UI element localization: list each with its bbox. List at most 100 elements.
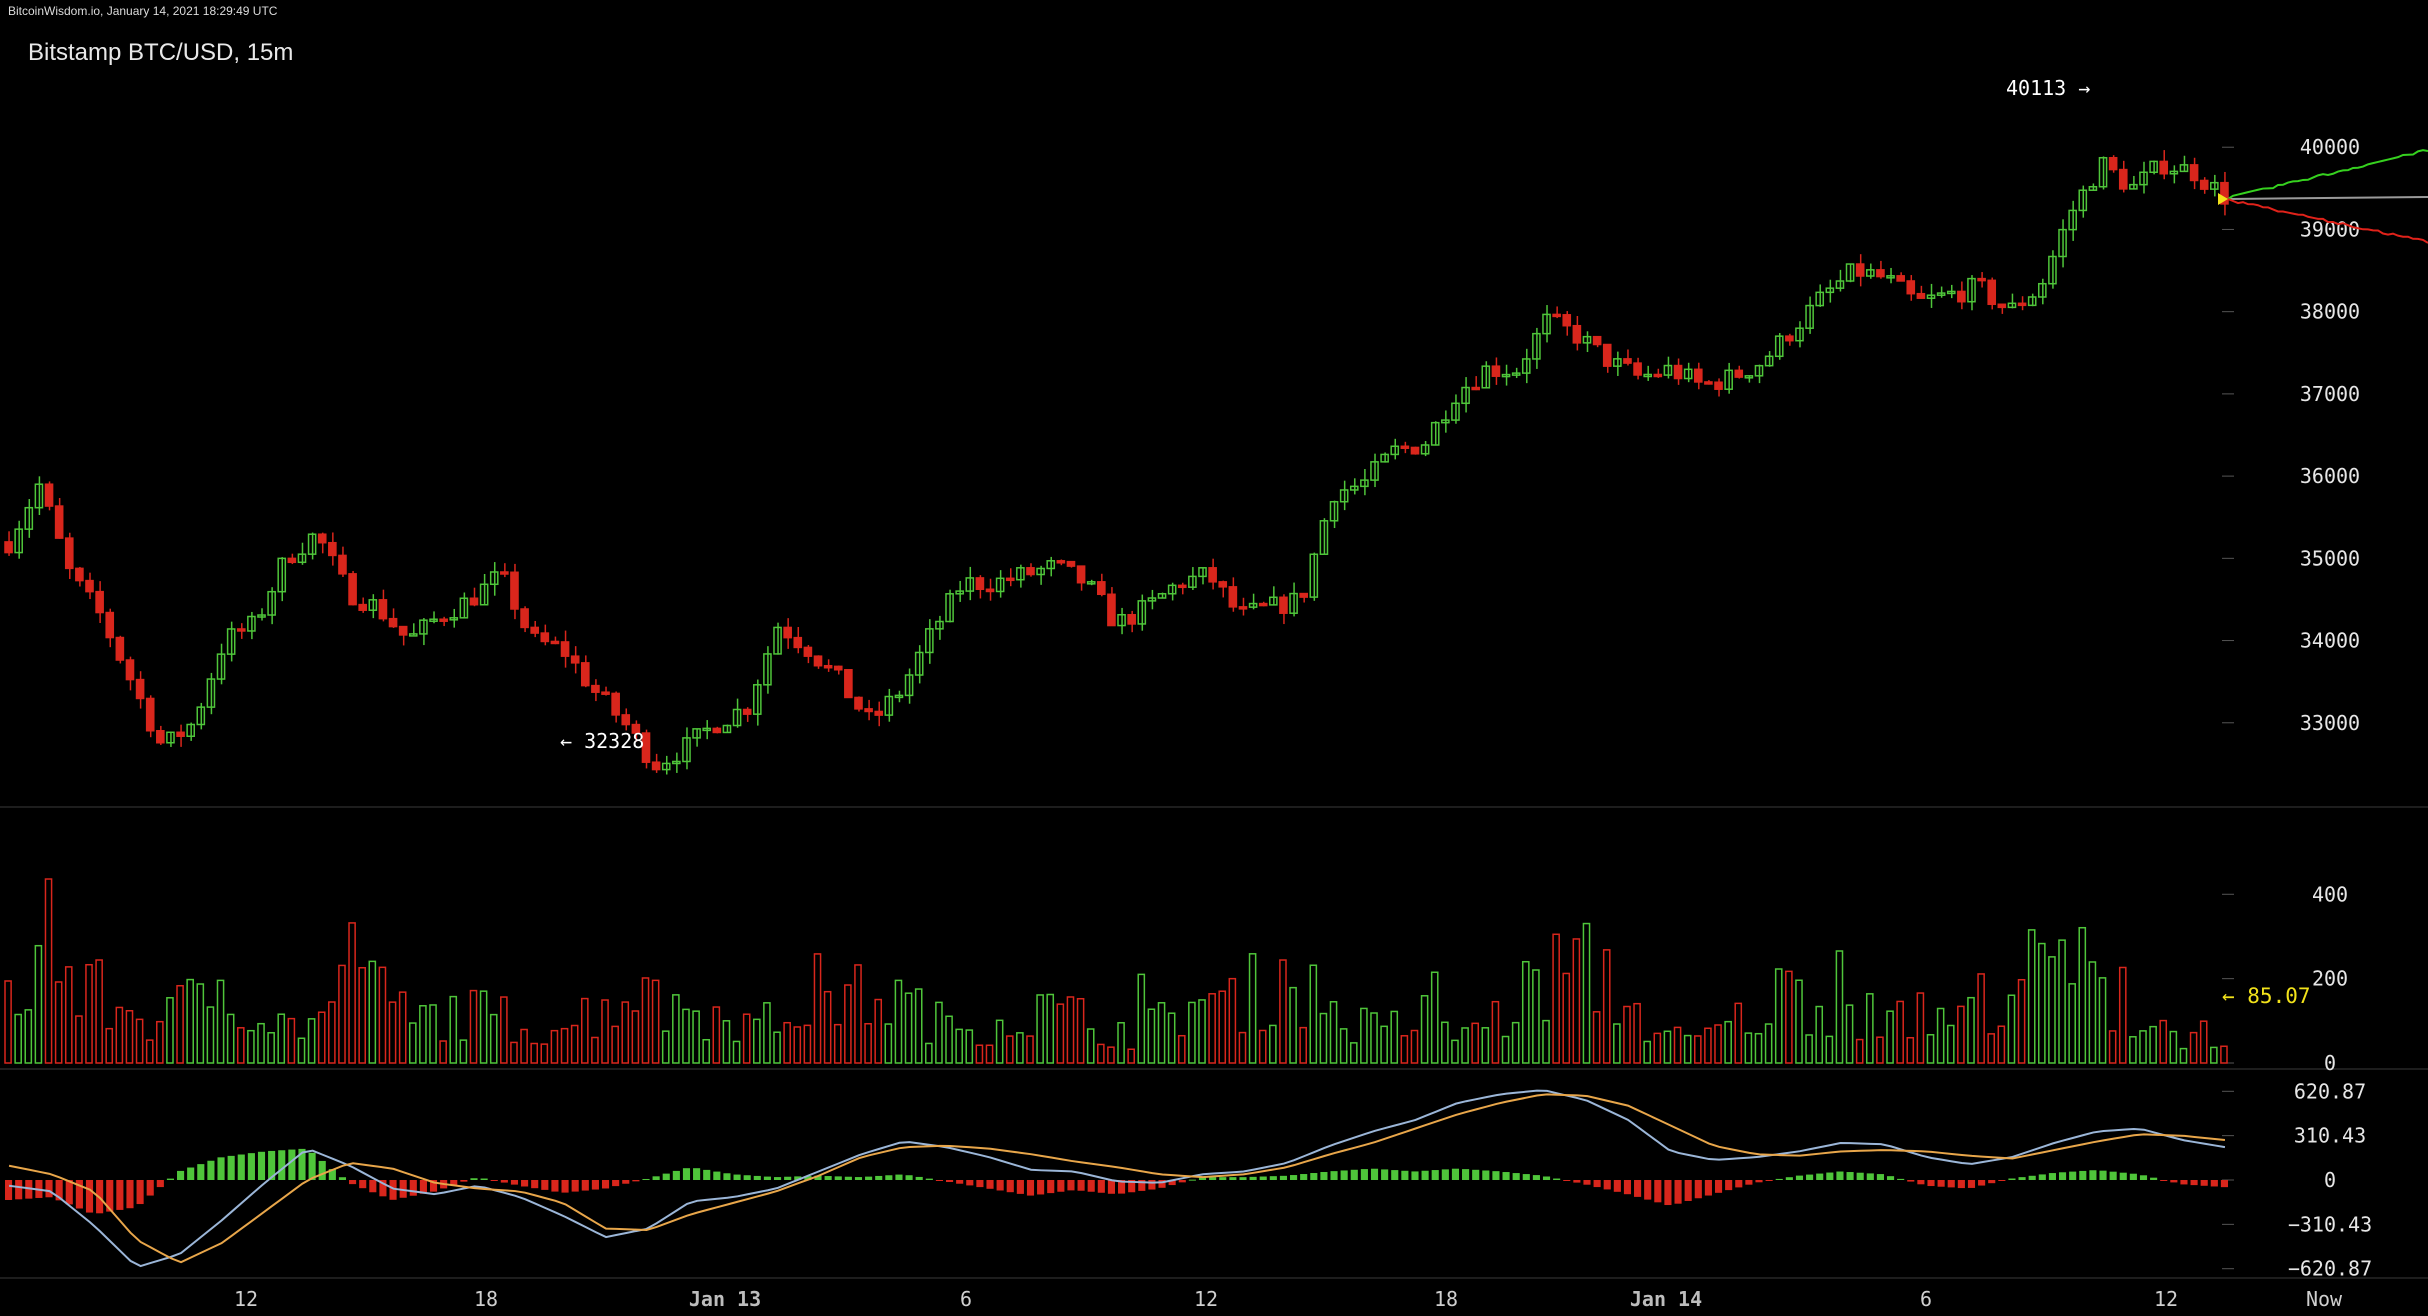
volume-bar (2017, 978, 2026, 1064)
candle-body (2088, 185, 2098, 191)
macd-histogram-bar (1006, 1180, 1014, 1193)
candle-body (1157, 593, 1167, 599)
macd-histogram-bar (1320, 1171, 1328, 1180)
volume-bar (1865, 993, 1874, 1064)
candle-body (1501, 373, 1511, 378)
candle-body (530, 626, 540, 634)
candle-body (145, 697, 155, 732)
volume-bar (1076, 997, 1085, 1064)
volume-bar (1167, 1012, 1176, 1064)
volume-bar (1329, 1001, 1338, 1064)
volume-bar (1258, 1029, 1267, 1064)
volume-bar (1876, 1036, 1884, 1064)
candle-body (1218, 581, 1228, 588)
volume-bar (34, 944, 43, 1064)
volume-bar (75, 1015, 83, 1064)
candle-body (712, 727, 722, 734)
macd-histogram-bar (1826, 1172, 1834, 1180)
candle-body (105, 611, 115, 639)
depth-lower-line (2227, 198, 2428, 244)
volume-bar (95, 959, 103, 1064)
x-tick-label: 6 (1920, 1287, 1932, 1311)
macd-histogram-bar (338, 1177, 347, 1180)
candle-body (823, 664, 833, 669)
candle-body (510, 571, 519, 610)
macd-histogram-bar (1431, 1170, 1439, 1180)
chart-title: Bitstamp BTC/USD, 15m (28, 39, 294, 66)
volume-bar (742, 1013, 751, 1064)
volume-bar (1198, 999, 1206, 1064)
volume-bar (1795, 979, 1803, 1064)
macd-histogram-bar (1927, 1180, 1935, 1187)
candle-body (1349, 485, 1359, 491)
candle-body (894, 694, 904, 699)
macd-histogram-bar (1016, 1180, 1024, 1194)
macd-histogram-bar (1532, 1175, 1540, 1180)
candle-body (2078, 189, 2088, 212)
candle-body (773, 626, 782, 655)
macd-histogram-bar (1178, 1180, 1186, 1183)
candle-body (2108, 156, 2118, 171)
macd-histogram-bar (2069, 1171, 2077, 1180)
macd-histogram-bar (166, 1178, 175, 1180)
macd-histogram-bar (116, 1180, 124, 1210)
macd-histogram-bar (510, 1180, 519, 1185)
candle-body (1086, 581, 1096, 585)
candle-body (1329, 500, 1339, 522)
volume-bar (773, 1031, 781, 1064)
macd-histogram-bar (1451, 1168, 1460, 1180)
chart-svg[interactable]: 4000039000380003700036000350003400033000… (0, 25, 2428, 1316)
candle-body (1906, 280, 1916, 295)
candle-body (1016, 567, 1025, 581)
candle-body (560, 641, 570, 657)
macd-histogram-bar (1785, 1177, 1793, 1180)
candle-body (64, 537, 74, 570)
volume-bar (641, 977, 650, 1064)
macd-histogram-bar (1674, 1180, 1682, 1204)
volume-bar (1228, 977, 1237, 1064)
macd-histogram-bar (1300, 1174, 1308, 1180)
candle-body (763, 653, 772, 686)
macd-histogram-bar (156, 1180, 164, 1188)
volume-bar (1349, 1042, 1358, 1064)
macd-histogram-bar (1522, 1174, 1530, 1180)
volume-bar (2098, 977, 2107, 1064)
candle-body (216, 653, 226, 680)
macd-histogram-bar (1563, 1180, 1571, 1181)
volume-bar (419, 1005, 427, 1064)
candle-body (2058, 228, 2067, 258)
candle-body (206, 678, 216, 708)
candle-body (1633, 362, 1642, 376)
macd-histogram-bar (1978, 1180, 1986, 1186)
x-tick-label: Jan 14 (1630, 1287, 1702, 1311)
candle-body (247, 615, 256, 632)
macd-histogram-bar (1249, 1176, 1257, 1180)
candle-body (1279, 596, 1288, 614)
candle-body (1795, 327, 1804, 342)
volume-bar (955, 1028, 963, 1064)
candle-body (742, 708, 752, 715)
macd-histogram-bar (743, 1175, 751, 1180)
macd-histogram-bar (480, 1178, 488, 1180)
depth-upper-line (2227, 149, 2428, 200)
candle-body (1967, 277, 1976, 303)
macd-histogram-bar (976, 1180, 984, 1188)
candle-body (520, 608, 529, 629)
macd-histogram-bar (359, 1180, 367, 1189)
volume-bar (1683, 1034, 1692, 1064)
volume-bar (479, 990, 488, 1064)
candle-body (2017, 302, 2027, 307)
volume-bar (580, 997, 589, 1064)
last-price-marker (2218, 192, 2228, 205)
macd-histogram-bar (1057, 1180, 1065, 1192)
macd-histogram-bar (1654, 1180, 1662, 1203)
macd-histogram-bar (268, 1150, 276, 1180)
candle-body (459, 597, 469, 619)
volume-bar (874, 998, 883, 1064)
macd-histogram-bar (824, 1176, 832, 1180)
candle-body (1683, 368, 1693, 380)
candle-body (156, 729, 165, 744)
candle-body (661, 762, 671, 771)
macd-histogram-bar (723, 1173, 731, 1180)
macd-histogram-bar (1360, 1169, 1368, 1180)
